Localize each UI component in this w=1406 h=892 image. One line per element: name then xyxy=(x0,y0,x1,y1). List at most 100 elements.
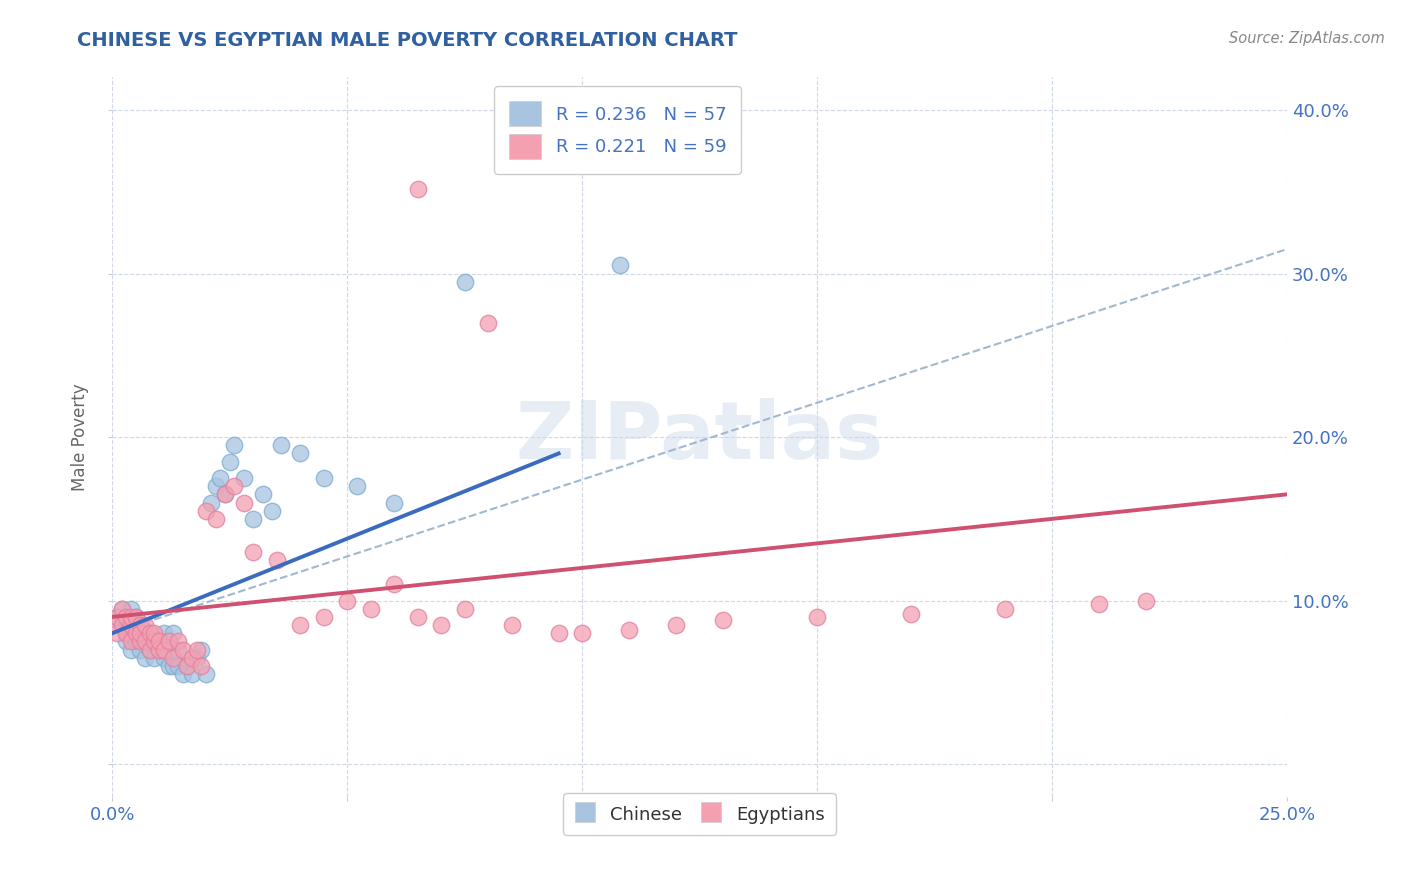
Point xyxy=(115,626,138,640)
Point xyxy=(609,259,631,273)
Point xyxy=(406,181,429,195)
Point xyxy=(209,471,232,485)
Point xyxy=(134,634,156,648)
Point xyxy=(148,642,170,657)
Point xyxy=(139,626,162,640)
Point xyxy=(124,634,146,648)
Point xyxy=(167,634,190,648)
Point xyxy=(312,610,335,624)
Point xyxy=(143,634,166,648)
Point xyxy=(110,601,132,615)
Point xyxy=(143,650,166,665)
Point xyxy=(900,607,922,621)
Text: Source: ZipAtlas.com: Source: ZipAtlas.com xyxy=(1229,31,1385,46)
Point xyxy=(172,642,194,657)
Point xyxy=(571,626,593,640)
Point xyxy=(167,659,190,673)
Point xyxy=(176,659,198,673)
Point xyxy=(242,544,264,558)
Point xyxy=(288,618,311,632)
Point xyxy=(105,610,128,624)
Point xyxy=(105,610,128,624)
Point xyxy=(224,479,246,493)
Point xyxy=(120,610,142,624)
Point xyxy=(134,626,156,640)
Point xyxy=(232,495,254,509)
Point xyxy=(167,642,190,657)
Point xyxy=(129,618,152,632)
Point xyxy=(547,626,569,640)
Point xyxy=(477,316,499,330)
Point xyxy=(115,610,138,624)
Point xyxy=(129,634,152,648)
Text: ZIPatlas: ZIPatlas xyxy=(516,398,884,476)
Point xyxy=(153,626,176,640)
Point xyxy=(143,634,166,648)
Point xyxy=(186,650,208,665)
Point xyxy=(360,601,382,615)
Point xyxy=(110,601,132,615)
Text: CHINESE VS EGYPTIAN MALE POVERTY CORRELATION CHART: CHINESE VS EGYPTIAN MALE POVERTY CORRELA… xyxy=(77,31,738,50)
Point xyxy=(110,618,132,632)
Point xyxy=(200,495,222,509)
Point xyxy=(617,623,640,637)
Point xyxy=(270,438,292,452)
Point xyxy=(430,618,453,632)
Point xyxy=(260,504,283,518)
Point xyxy=(186,642,208,657)
Point xyxy=(312,471,335,485)
Point xyxy=(190,642,212,657)
Point xyxy=(134,634,156,648)
Point xyxy=(711,613,734,627)
Point xyxy=(181,667,204,681)
Point xyxy=(172,667,194,681)
Point xyxy=(120,634,142,648)
Point xyxy=(176,659,198,673)
Point xyxy=(232,471,254,485)
Point xyxy=(148,634,170,648)
Point xyxy=(134,618,156,632)
Point xyxy=(139,626,162,640)
Point xyxy=(214,487,236,501)
Point xyxy=(134,650,156,665)
Point xyxy=(129,642,152,657)
Point xyxy=(195,667,218,681)
Point xyxy=(120,618,142,632)
Point xyxy=(153,642,176,657)
Point xyxy=(266,552,288,566)
Point xyxy=(204,512,226,526)
Point xyxy=(162,626,184,640)
Point xyxy=(806,610,828,624)
Point xyxy=(124,618,146,632)
Point xyxy=(501,618,523,632)
Point xyxy=(162,659,184,673)
Point xyxy=(157,634,180,648)
Point xyxy=(148,634,170,648)
Point xyxy=(129,626,152,640)
Point xyxy=(382,495,405,509)
Point xyxy=(453,601,475,615)
Point xyxy=(218,455,240,469)
Point xyxy=(120,642,142,657)
Point xyxy=(1088,597,1111,611)
Point xyxy=(242,512,264,526)
Point xyxy=(181,650,204,665)
Point xyxy=(195,504,218,518)
Point xyxy=(204,479,226,493)
Point xyxy=(115,626,138,640)
Point xyxy=(105,626,128,640)
Point xyxy=(153,650,176,665)
Point xyxy=(994,601,1017,615)
Point xyxy=(665,618,688,632)
Point xyxy=(124,626,146,640)
Point xyxy=(124,626,146,640)
Point xyxy=(406,610,429,624)
Point xyxy=(115,634,138,648)
Point xyxy=(1135,593,1157,607)
Point xyxy=(115,610,138,624)
Point xyxy=(157,634,180,648)
Point xyxy=(214,487,236,501)
Point xyxy=(129,618,152,632)
Point xyxy=(382,577,405,591)
Y-axis label: Male Poverty: Male Poverty xyxy=(72,384,89,491)
